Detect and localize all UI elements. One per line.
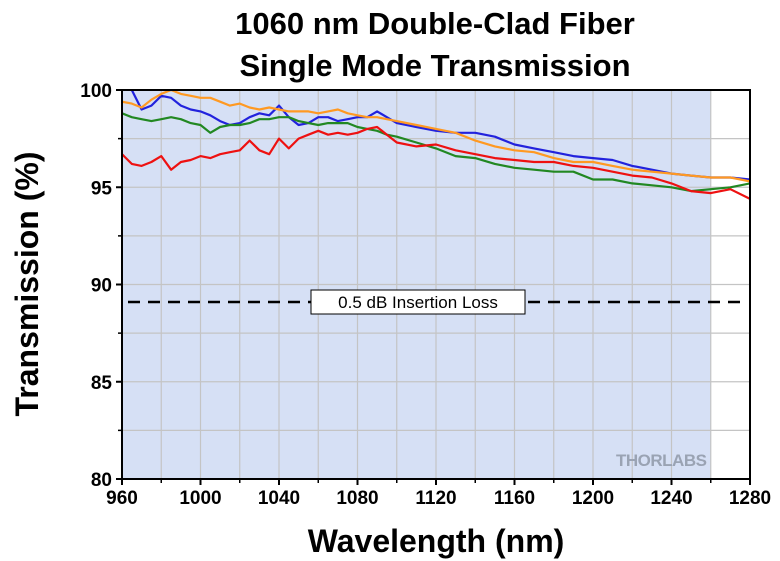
x-tick-label: 1280: [729, 488, 771, 509]
insertion-loss-label-box: [310, 289, 526, 315]
x-tick-label: 1080: [336, 488, 378, 509]
reference-line-group: 0.5 dB Insertion Loss: [128, 289, 742, 315]
x-tick-label: 1120: [415, 488, 456, 509]
chart-title: 1060 nm Double-Clad Fiber: [235, 6, 635, 41]
series-line-2: [122, 90, 750, 183]
series-line-4: [122, 125, 750, 200]
x-tick-label: 1200: [572, 488, 614, 509]
y-tick-label: 100: [80, 81, 112, 102]
x-tick-label: 1160: [494, 488, 535, 509]
y-tick-label: 90: [91, 276, 112, 297]
y-axis-label: Transmission (%): [9, 152, 45, 417]
y-tick-label: 80: [91, 470, 112, 491]
y-tick-label: 85: [91, 373, 113, 394]
y-tick-label: 95: [91, 178, 113, 199]
x-tick-label: 1040: [258, 488, 300, 509]
series-line-1: [128, 90, 750, 181]
x-tick-label: 960: [106, 488, 138, 509]
ticks-group: 960 1000 1040 1080 1120 1160 1200 1240 1280 80 85 9…: [80, 81, 771, 509]
chart-subtitle: Single Mode Transmission: [239, 48, 630, 83]
x-tick-label: 1240: [650, 488, 692, 509]
insertion-loss-label: 0.5 dB Insertion Loss: [338, 293, 498, 312]
x-axis-label: Wavelength (nm): [308, 523, 565, 559]
x-tick-label: 1000: [179, 488, 221, 509]
series-group: [122, 90, 750, 200]
series-line-3: [122, 112, 750, 193]
thorlabs-logo: THORLABS: [616, 451, 707, 470]
